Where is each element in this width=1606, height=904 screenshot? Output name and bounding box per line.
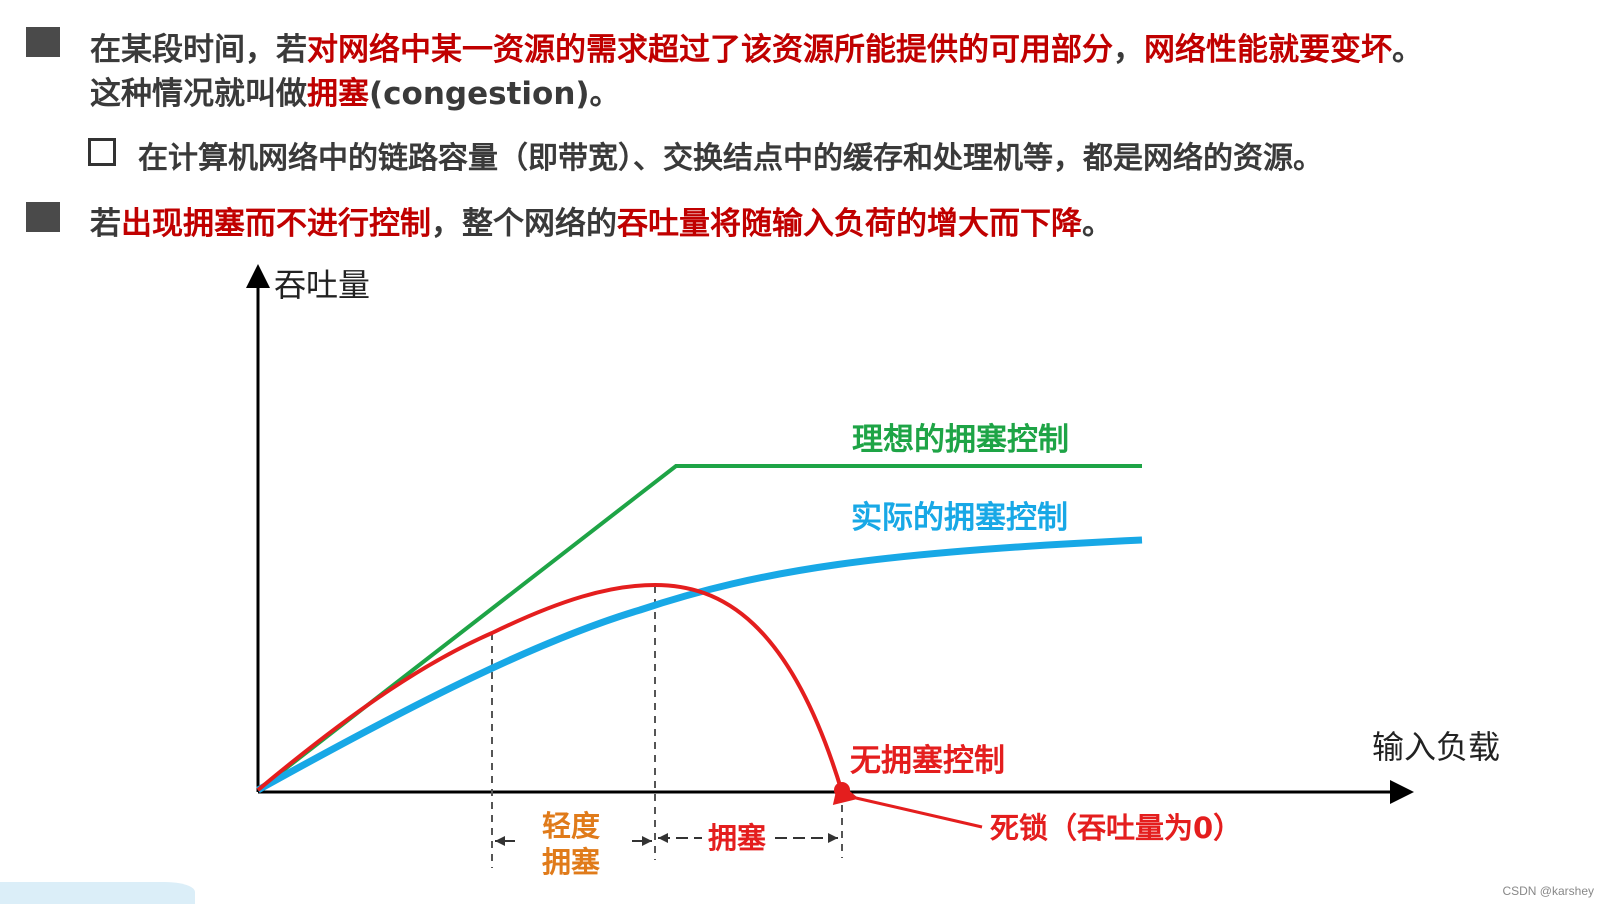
b2-text-4: 吞吐量将随输入负荷的增大而下降: [617, 206, 1082, 242]
watermark: CSDN @karshey: [1502, 884, 1594, 898]
series-ideal-line: [256, 464, 1142, 792]
y-axis-label: 吞吐量: [274, 266, 370, 304]
x-axis-label: 输入负载: [1372, 728, 1500, 766]
light-congestion-label-2: 拥塞: [542, 845, 600, 879]
b2-text-2: 出现拥塞而不进行控制: [121, 206, 431, 242]
bullet-square-icon: [26, 27, 60, 57]
light-congestion-label-1: 轻度: [542, 809, 600, 843]
b1-text-7: 拥塞: [307, 76, 369, 112]
b1-text-4: 网络性能就要变坏: [1144, 32, 1392, 68]
b1-text-8: (congestion)。: [369, 76, 621, 112]
b1-text-2: 对网络中某一资源的需求超过了该资源所能提供的可用部分: [307, 32, 1113, 68]
bullet2-line: 若出现拥塞而不进行控制，整个网络的吞吐量将随输入负荷的增大而下降。: [90, 198, 1113, 243]
series-no-control-label: 无拥塞控制: [850, 743, 1005, 779]
series-no-control-line: [256, 582, 844, 793]
checkbox-bullet-icon: [88, 138, 116, 166]
series-actual-line: [256, 536, 1143, 794]
deadlock-point: [834, 782, 850, 798]
deadlock-pointer-arrow: [832, 781, 983, 829]
b1-text-3: ，: [1113, 32, 1144, 68]
bullet1-line2: 这种情况就叫做拥塞(congestion)。: [90, 68, 621, 113]
sub-bullet-text: 在计算机网络中的链路容量（即带宽）、交换结点中的缓存和处理机等，都是网络的资源。: [138, 141, 1323, 176]
b2-text-1: 若: [90, 206, 121, 242]
bottom-left-decoration: [0, 882, 195, 904]
congestion-range-label: 拥塞: [708, 821, 766, 855]
deadlock-label: 死锁（吞吐量为0）: [990, 811, 1242, 845]
b1-text-6: 这种情况就叫做: [90, 76, 307, 112]
b1-text-5: 。: [1392, 32, 1423, 68]
series-actual-label: 实际的拥塞控制: [851, 500, 1068, 536]
series-ideal-label: 理想的拥塞控制: [852, 422, 1069, 458]
bullet1-line1: 在某段时间，若对网络中某一资源的需求超过了该资源所能提供的可用部分，网络性能就要…: [90, 24, 1423, 69]
bullet-square-icon: [26, 202, 60, 232]
b2-text-5: 。: [1082, 206, 1113, 242]
b2-text-3: ，整个网络的: [431, 206, 617, 242]
b1-text-1: 在某段时间，若: [90, 32, 307, 68]
